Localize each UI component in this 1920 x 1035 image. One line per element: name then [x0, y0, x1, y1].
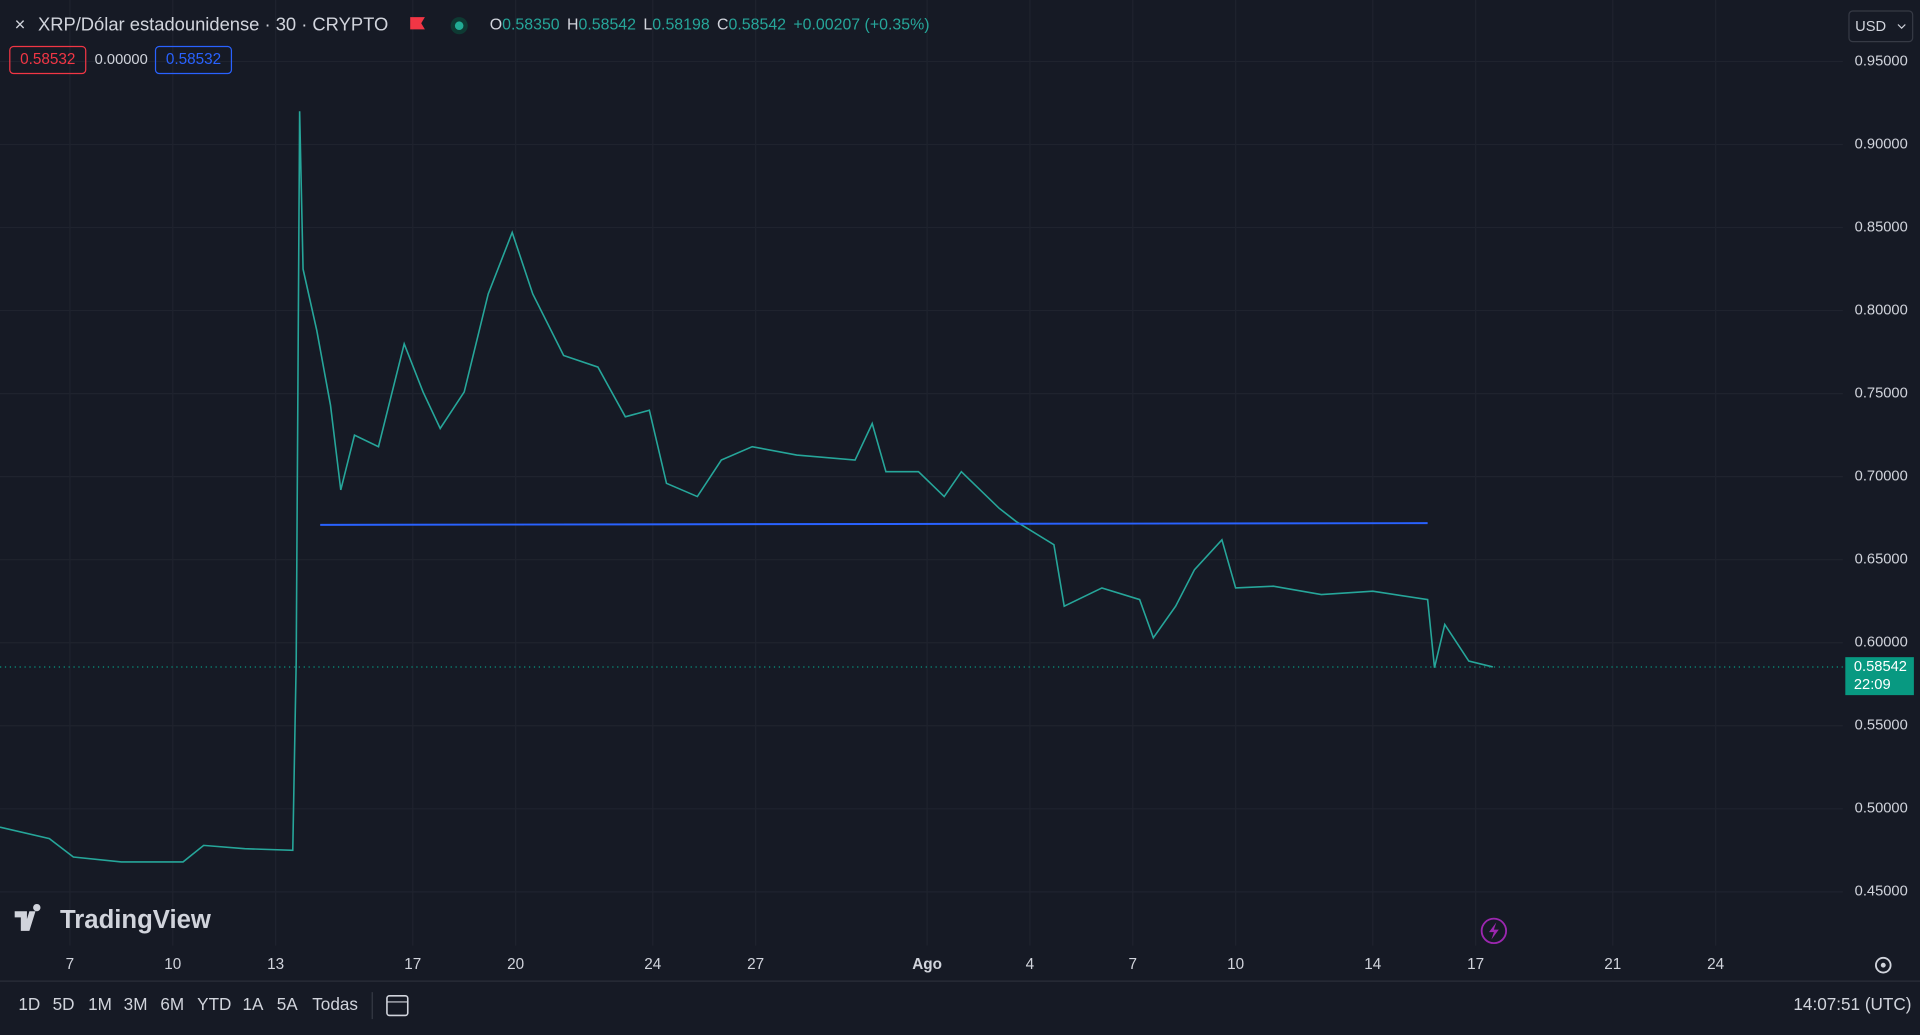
ohlc-value: 0.58542 — [579, 17, 637, 34]
x-tick-label: 20 — [507, 956, 524, 973]
close-icon[interactable]: × — [15, 14, 26, 35]
logo-text: TradingView — [60, 906, 212, 934]
range-button[interactable]: YTD — [197, 994, 231, 1014]
currency-caret — [1897, 24, 1906, 30]
last-price-box — [1845, 657, 1914, 696]
status-dot — [454, 21, 464, 31]
clock: 14:07:51 (UTC) — [1793, 994, 1911, 1014]
x-tick-label: 7 — [1129, 956, 1138, 973]
range-button[interactable]: 3M — [124, 994, 148, 1014]
range-button[interactable]: 6M — [160, 994, 184, 1014]
range-buttons: 1D 5D 1M 3M 6M YTD 1A 5A Todas — [18, 994, 358, 1014]
x-tick-label: 7 — [66, 956, 75, 973]
ohlc-label: O — [490, 17, 502, 34]
x-tick-label: Ago — [912, 956, 942, 973]
y-tick-label: 0.80000 — [1855, 302, 1908, 318]
x-tick-label: 24 — [1707, 956, 1725, 973]
settings-icon[interactable] — [1875, 956, 1892, 974]
x-tick-label: 14 — [1364, 956, 1382, 973]
y-tick-label: 0.60000 — [1855, 635, 1908, 651]
y-tick-label: 0.65000 — [1855, 552, 1908, 568]
range-button[interactable]: 1M — [88, 994, 112, 1014]
y-tick-label: 0.90000 — [1855, 136, 1908, 152]
y-tick-label: 0.45000 — [1855, 884, 1908, 900]
ohlc-label: C — [717, 17, 728, 34]
range-button[interactable]: 5D — [53, 994, 75, 1014]
last-price-label: 0.58542 — [1854, 659, 1907, 675]
grid: 0.45000 0.50000 0.55000 0.60000 0.65000 0.700… — [65, 53, 1908, 974]
x-tick-label: 21 — [1604, 956, 1621, 973]
x-tick-label: 13 — [267, 956, 284, 973]
lightning-button[interactable] — [1480, 917, 1508, 945]
ohlc-label: H — [567, 17, 578, 34]
y-tick-label: 0.50000 — [1855, 801, 1908, 817]
ohlc-value: 0.58198 — [652, 17, 710, 34]
y-tick-label: 0.95000 — [1855, 53, 1908, 69]
y-tick-label: 0.55000 — [1855, 718, 1908, 734]
ohlc-value: 0.58542 — [729, 17, 787, 34]
x-tick-label: 17 — [1467, 956, 1484, 973]
range-button[interactable]: 1D — [18, 994, 40, 1014]
flag-icon[interactable] — [410, 17, 425, 30]
y-tick-label: 0.75000 — [1855, 385, 1908, 401]
x-tick-label: 27 — [747, 956, 764, 973]
currency-box[interactable] — [1848, 10, 1914, 43]
x-tick-label: 24 — [644, 956, 662, 973]
sell-price[interactable]: 0.58532 — [20, 51, 75, 68]
trend-line — [320, 522, 1428, 526]
change: +0.00207 (+0.35%) — [793, 17, 929, 34]
logo-icon — [14, 903, 41, 931]
x-tick-label: 4 — [1026, 956, 1035, 973]
x-tick-label: 17 — [404, 956, 421, 973]
symbol-title[interactable]: XRP/Dólar estadounidense · 30 · CRYPTO — [38, 14, 388, 35]
buy-box[interactable] — [154, 45, 233, 75]
buy-price[interactable]: 0.58532 — [166, 51, 221, 68]
range-button[interactable]: Todas — [312, 994, 358, 1014]
spread: 0.00000 — [95, 52, 148, 68]
plot: 0.58542 22:09 — [0, 111, 1914, 863]
range-button[interactable]: 5A — [277, 994, 299, 1014]
calendar-icon[interactable] — [386, 995, 409, 1017]
ohlc: O0.58350 H0.58542 L0.58198 C0.58542 +0.00207… — [490, 17, 930, 34]
currency[interactable]: USD — [1855, 19, 1886, 35]
settings-center — [1880, 962, 1886, 968]
x-tick-label: 10 — [164, 956, 181, 973]
x-tick-label: 10 — [1227, 956, 1244, 973]
ohlc-label: L — [643, 17, 652, 34]
sell-box[interactable] — [9, 45, 87, 75]
lightning-icon — [1488, 922, 1499, 940]
y-tick-label: 0.85000 — [1855, 219, 1908, 235]
price-line — [0, 111, 1493, 863]
countdown: 22:09 — [1854, 677, 1891, 693]
range-button[interactable]: 1A — [242, 994, 264, 1014]
y-tick-label: 0.70000 — [1855, 469, 1908, 485]
ohlc-value: 0.58350 — [502, 17, 560, 34]
